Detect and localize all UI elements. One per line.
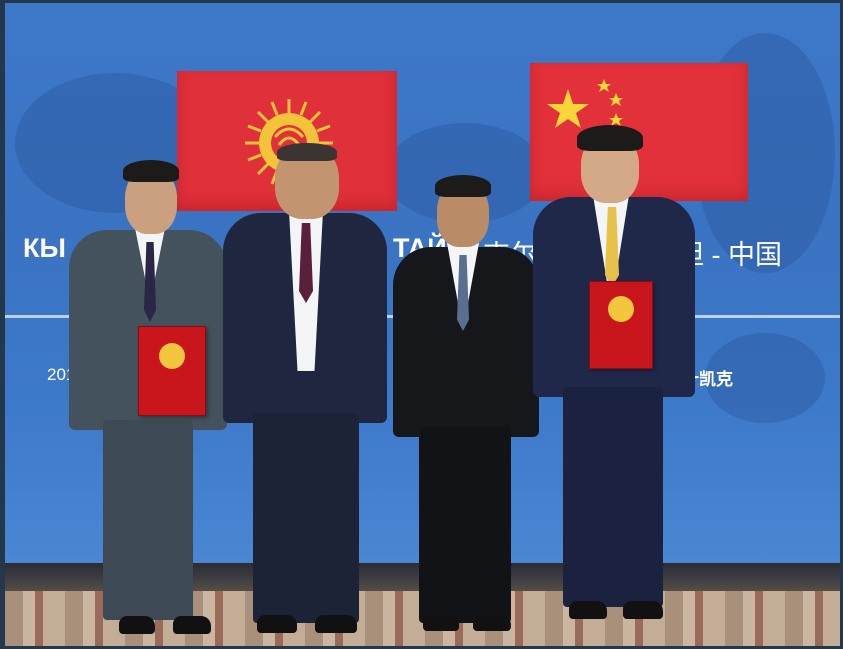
right-shoe bbox=[623, 601, 663, 619]
hair bbox=[435, 175, 491, 197]
trousers bbox=[103, 420, 193, 620]
left-shoe bbox=[119, 616, 155, 634]
banner-heading-cyrillic: КЫ bbox=[23, 233, 66, 263]
red-document-folder bbox=[138, 326, 206, 416]
trousers bbox=[419, 427, 511, 623]
hair bbox=[277, 143, 337, 161]
necktie bbox=[144, 242, 156, 322]
left-shoe bbox=[423, 615, 459, 631]
right-shoe bbox=[315, 615, 357, 633]
person-3 bbox=[391, 175, 541, 645]
hair bbox=[123, 160, 179, 182]
red-document-folder bbox=[589, 281, 653, 369]
world-map-shape bbox=[705, 333, 825, 423]
hair bbox=[577, 125, 643, 151]
emblem-icon bbox=[159, 343, 185, 369]
necktie bbox=[605, 207, 619, 287]
trousers bbox=[253, 413, 359, 623]
necktie bbox=[457, 255, 469, 331]
person-4 bbox=[533, 125, 697, 645]
photograph: КЫ ТАЙ 吉尔 坦 - 中国 2019- 比什凯克 bbox=[5, 3, 840, 646]
right-shoe bbox=[173, 616, 211, 634]
left-shoe bbox=[569, 601, 607, 619]
trousers bbox=[563, 387, 663, 607]
emblem-icon bbox=[608, 296, 634, 322]
right-shoe bbox=[473, 615, 511, 631]
person-2 bbox=[223, 143, 391, 643]
person-1 bbox=[63, 158, 233, 646]
necktie bbox=[299, 223, 313, 303]
left-shoe bbox=[257, 615, 297, 633]
